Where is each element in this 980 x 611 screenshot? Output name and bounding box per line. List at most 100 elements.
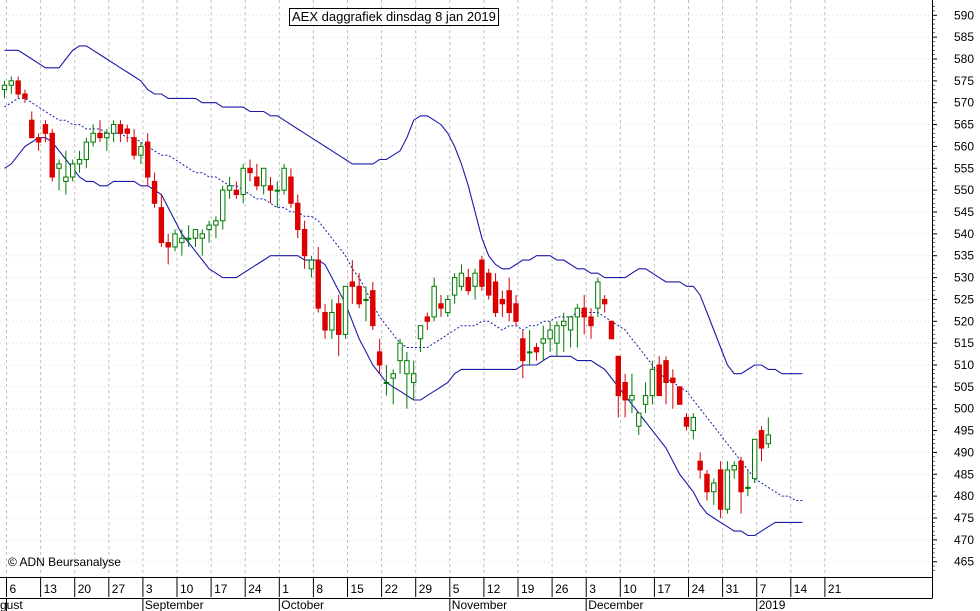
x-tick-label: 24 [248, 582, 262, 596]
candle [431, 277, 437, 322]
month-label: 2019 [759, 598, 786, 611]
candle [63, 150, 69, 195]
candle [131, 128, 137, 160]
candle [363, 286, 369, 322]
candle-body [438, 303, 444, 309]
y-tick-label: 550 [954, 183, 974, 197]
candle [499, 290, 506, 317]
candle-body [629, 395, 635, 401]
candle-body [567, 316, 574, 331]
x-tick-label: 14 [794, 582, 808, 596]
candle [752, 438, 758, 484]
candle-body [138, 145, 144, 156]
candle-body [342, 285, 349, 335]
candle [622, 373, 628, 418]
candle [438, 295, 444, 317]
candle-body [8, 80, 15, 86]
month-label: November [452, 598, 507, 611]
candle-body [397, 342, 403, 362]
candle [138, 142, 144, 164]
candle-body [267, 185, 274, 191]
y-tick-label: 570 [954, 96, 974, 110]
candle [486, 268, 492, 300]
candle [588, 308, 594, 339]
candle-body [547, 329, 553, 340]
candle [636, 412, 642, 435]
candle [451, 273, 458, 304]
candle-body [70, 163, 76, 178]
candle [322, 303, 328, 339]
candle-body [124, 128, 130, 134]
candle [267, 177, 274, 204]
candle-body [724, 469, 731, 510]
candle [540, 325, 546, 361]
y-tick-label: 480 [954, 489, 974, 503]
candle [765, 417, 772, 449]
candle-body [226, 185, 233, 191]
candle [356, 273, 362, 309]
candle-body [752, 438, 758, 480]
candle-body [240, 167, 246, 196]
candle [683, 413, 690, 431]
y-tick-label: 540 [954, 227, 974, 241]
candle-body [185, 237, 192, 240]
x-tick-label: 8 [316, 582, 323, 596]
candle-body [363, 298, 369, 301]
candle [124, 124, 130, 143]
candle [567, 316, 574, 348]
x-tick-label: 17 [657, 582, 671, 596]
candle-body [151, 180, 158, 204]
candle-body [104, 132, 110, 139]
candle-body [35, 137, 42, 143]
candle [608, 320, 615, 340]
candle [601, 295, 608, 313]
candle [615, 355, 621, 418]
x-tick-label: 7 [760, 582, 767, 596]
candle-body [472, 272, 478, 287]
y-tick-label: 575 [954, 74, 974, 88]
candle-body [704, 473, 710, 493]
x-tick-label: 10 [623, 582, 637, 596]
candle-body [458, 272, 465, 287]
candle-body [486, 272, 492, 296]
candle-body [383, 381, 390, 384]
middle-band-line [4, 97, 803, 501]
candle [22, 89, 28, 103]
candle-body [642, 395, 649, 405]
candle [90, 124, 96, 147]
chart-credit: © ADN Beursanalyse [8, 555, 121, 569]
y-tick-label: 520 [954, 314, 974, 328]
candle-body [281, 167, 287, 191]
candles [1, 76, 772, 518]
candle-body [533, 347, 540, 353]
candle [642, 382, 649, 414]
candle-body [636, 412, 642, 427]
candle [458, 264, 465, 291]
y-tick-label: 530 [954, 271, 974, 285]
candle [104, 128, 110, 151]
candle [254, 163, 260, 191]
candle [342, 285, 349, 339]
x-tick-label: 10 [180, 582, 194, 596]
y-tick-label: 560 [954, 139, 974, 153]
candle-body [15, 80, 21, 95]
candle [376, 338, 383, 374]
candle-body [663, 360, 669, 383]
y-tick-label: 465 [954, 555, 974, 569]
x-tick-label: 26 [555, 582, 569, 596]
candle [704, 469, 710, 501]
candle [247, 159, 253, 182]
candle-body [424, 316, 431, 322]
candle-body [513, 303, 519, 322]
candle [29, 111, 35, 139]
candle-body [588, 316, 594, 327]
candle-body [56, 163, 62, 169]
candle [1, 80, 8, 99]
candle-body [711, 482, 717, 493]
candle-body [145, 141, 151, 178]
candle [274, 181, 281, 208]
candle [417, 325, 424, 352]
x-tick-label: 15 [351, 582, 365, 596]
candle [49, 128, 55, 182]
y-tick-label: 565 [954, 118, 974, 132]
